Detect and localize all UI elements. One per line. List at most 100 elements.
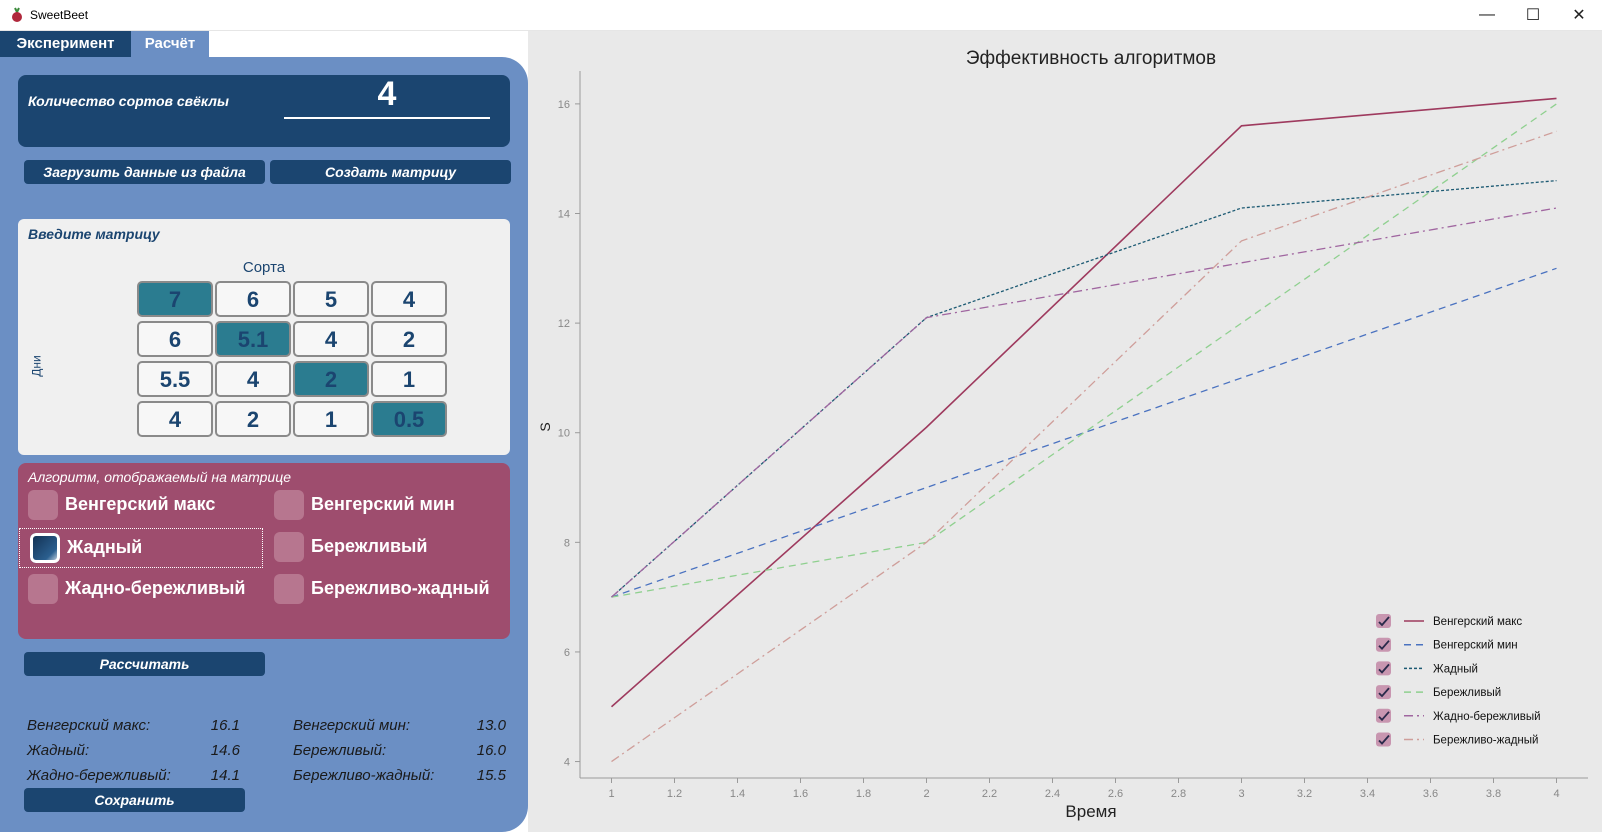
chart-xlabel: Время bbox=[1065, 802, 1116, 821]
rows-label: Дни bbox=[29, 355, 44, 377]
x-tick-label: 2.2 bbox=[982, 788, 997, 800]
checkbox[interactable] bbox=[274, 532, 304, 562]
x-tick-label: 2 bbox=[923, 788, 929, 800]
x-tick-label: 1 bbox=[608, 788, 614, 800]
legend-checkbox bbox=[1376, 637, 1391, 652]
save-button[interactable]: Сохранить bbox=[24, 788, 245, 812]
x-tick-label: 1.2 bbox=[667, 788, 682, 800]
result-value: 16.1 bbox=[210, 717, 240, 734]
legend-checkbox bbox=[1376, 685, 1391, 700]
matrix-cell[interactable]: 4 bbox=[215, 361, 291, 397]
algo-option-thrifty[interactable]: Бережливый bbox=[264, 528, 510, 566]
checkbox[interactable] bbox=[274, 574, 304, 604]
close-button[interactable]: ✕ bbox=[1572, 7, 1586, 24]
x-tick-label: 3.2 bbox=[1297, 788, 1312, 800]
y-tick-label: 4 bbox=[564, 757, 570, 769]
matrix-cell[interactable]: 0.5 bbox=[371, 401, 447, 437]
create-matrix-button[interactable]: Создать матрицу bbox=[270, 160, 511, 184]
result-name: Жадно-бережливый: bbox=[27, 767, 171, 784]
result-name: Венгерский макс: bbox=[27, 717, 151, 734]
calculate-button[interactable]: Рассчитать bbox=[24, 652, 265, 676]
x-tick-label: 4 bbox=[1553, 788, 1559, 800]
variety-count-input[interactable]: 4 bbox=[377, 75, 397, 113]
tab-experiment[interactable]: Эксперимент bbox=[0, 31, 131, 57]
variety-count-label: Количество сортов свёклы bbox=[28, 93, 229, 109]
algo-option-label: Венгерский мин bbox=[311, 494, 455, 514]
y-tick-label: 14 bbox=[558, 208, 570, 220]
y-tick-label: 8 bbox=[564, 537, 570, 549]
result-value: 13.0 bbox=[476, 717, 506, 734]
y-tick-label: 16 bbox=[558, 99, 570, 111]
x-tick-label: 1.6 bbox=[793, 788, 808, 800]
matrix-cell[interactable]: 2 bbox=[293, 361, 369, 397]
series-line-5 bbox=[611, 207, 1557, 598]
matrix-cell[interactable]: 1 bbox=[371, 361, 447, 397]
checkbox-checked[interactable] bbox=[30, 533, 60, 563]
result-value: 16.0 bbox=[476, 742, 506, 759]
matrix-cell[interactable]: 4 bbox=[137, 401, 213, 437]
chart-title: Эффективность алгоритмов bbox=[966, 48, 1216, 69]
matrix-cell[interactable]: 4 bbox=[293, 321, 369, 357]
matrix-cell[interactable]: 1 bbox=[293, 401, 369, 437]
algorithm-panel: Алгоритм, отображаемый на матрице Венгер… bbox=[18, 463, 510, 639]
x-tick-label: 3 bbox=[1238, 788, 1244, 800]
algo-option-greedy-thrifty[interactable]: Жадно-бережливый bbox=[18, 570, 264, 608]
matrix-title: Введите матрицу bbox=[28, 226, 160, 242]
legend-check-icon bbox=[1378, 687, 1390, 698]
legend-check-icon bbox=[1378, 711, 1390, 722]
x-tick-label: 2.4 bbox=[1045, 788, 1060, 800]
y-tick-label: 6 bbox=[564, 647, 570, 659]
matrix-cell[interactable]: 7 bbox=[137, 281, 213, 317]
maximize-button[interactable]: ☐ bbox=[1525, 7, 1541, 24]
legend-label: Венгерский макс bbox=[1433, 616, 1522, 628]
checkbox[interactable] bbox=[28, 490, 58, 520]
checkbox[interactable] bbox=[274, 490, 304, 520]
algo-option-label: Венгерский макс bbox=[65, 494, 216, 514]
algo-option-hungarian-min[interactable]: Венгерский мин bbox=[264, 486, 510, 524]
columns-label: Сорта bbox=[242, 259, 286, 276]
algo-option-label: Бережливо-жадный bbox=[311, 578, 490, 598]
variety-count-box: Количество сортов свёклы 4 bbox=[18, 75, 510, 147]
legend-check-icon bbox=[1378, 663, 1390, 674]
matrix-cell[interactable]: 2 bbox=[215, 401, 291, 437]
series-line-3 bbox=[611, 179, 1557, 598]
legend-check-icon bbox=[1378, 616, 1390, 627]
minimize-button[interactable]: — bbox=[1479, 6, 1495, 23]
matrix-cell[interactable]: 5.5 bbox=[137, 361, 213, 397]
legend-label: Бережливый bbox=[1433, 687, 1501, 699]
result-name: Бережливый: bbox=[293, 742, 387, 759]
matrix-cell[interactable]: 5 bbox=[293, 281, 369, 317]
matrix-cell[interactable]: 6 bbox=[215, 281, 291, 317]
x-tick-label: 3.8 bbox=[1486, 788, 1501, 800]
variety-count-underline bbox=[284, 117, 490, 119]
algo-option-label: Жадно-бережливый bbox=[65, 578, 246, 598]
load-from-file-button[interactable]: Загрузить данные из файла bbox=[24, 160, 265, 184]
result-value: 14.1 bbox=[210, 767, 240, 784]
matrix-cell[interactable]: 2 bbox=[371, 321, 447, 357]
algo-option-hungarian-max[interactable]: Венгерский макс bbox=[18, 486, 264, 524]
legend-label: Бережливо-жадный bbox=[1433, 735, 1538, 747]
matrix-panel: Введите матрицу Сорта Дни 7 6 5 4 6 5.1 4 2 5.5 4… bbox=[18, 219, 510, 455]
title-bar: SweetBeet — ☐ ✕ bbox=[0, 0, 1602, 31]
matrix-cell[interactable]: 5.1 bbox=[215, 321, 291, 357]
result-value: 14.6 bbox=[210, 742, 240, 759]
algorithm-panel-title: Алгоритм, отображаемый на матрице bbox=[28, 469, 291, 485]
result-name: Жадный: bbox=[27, 742, 90, 759]
algo-option-label: Жадный bbox=[67, 537, 143, 557]
legend-checkbox bbox=[1376, 614, 1391, 628]
algo-option-thrifty-greedy[interactable]: Бережливо-жадный bbox=[264, 570, 510, 608]
checkbox[interactable] bbox=[28, 574, 58, 604]
tab-calculation[interactable]: Расчёт bbox=[131, 31, 209, 57]
legend-checkbox bbox=[1376, 708, 1391, 723]
result-value: 15.5 bbox=[476, 767, 506, 784]
x-tick-label: 2.6 bbox=[1108, 788, 1123, 800]
legend-label: Венгерский мин bbox=[1433, 640, 1518, 652]
matrix-cell[interactable]: 4 bbox=[371, 281, 447, 317]
matrix-cell[interactable]: 6 bbox=[137, 321, 213, 357]
series-line-1 bbox=[610, 97, 1557, 708]
x-tick-label: 2.8 bbox=[1171, 788, 1186, 800]
algo-option-greedy[interactable]: Жадный bbox=[19, 528, 263, 568]
x-tick-label: 3.4 bbox=[1360, 788, 1375, 800]
legend-check-icon bbox=[1378, 640, 1390, 651]
efficiency-chart: Эффективность алгоритмов Время S 1 1.2 1.4… bbox=[537, 48, 1588, 821]
